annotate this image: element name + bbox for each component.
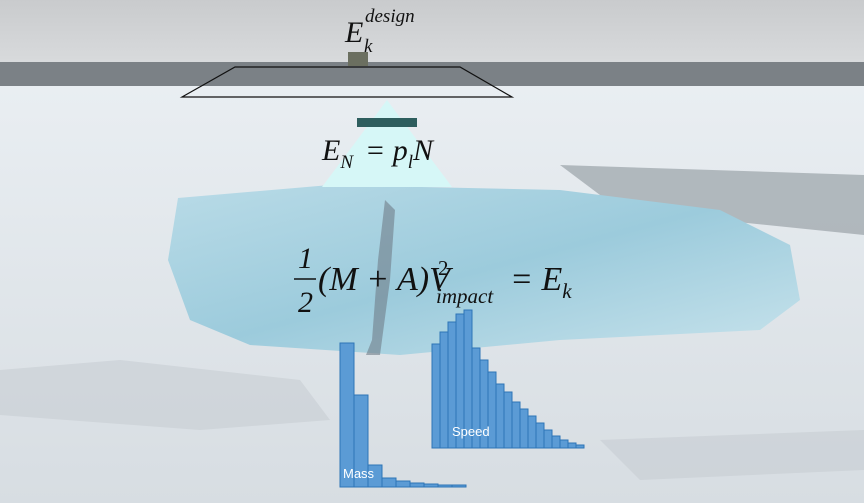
symbol: N xyxy=(412,134,435,167)
subscript: N xyxy=(339,152,354,173)
body: (M + A)V xyxy=(318,261,454,298)
histogram-bar xyxy=(432,344,440,448)
histogram-bar xyxy=(520,409,528,448)
histogram-bar xyxy=(452,485,466,487)
superscript: design xyxy=(365,6,415,27)
histogram-bar xyxy=(424,484,438,487)
histogram-bar xyxy=(396,481,410,487)
symbol: E xyxy=(344,16,363,49)
arrow-head xyxy=(357,118,417,127)
denominator: 2 xyxy=(298,286,313,319)
histogram-bar xyxy=(552,436,560,448)
histogram-bar xyxy=(528,416,536,448)
histogram-bar xyxy=(544,430,552,448)
scene: Edesignk EN= plN 1 2 (M + A)V2impact= Ek… xyxy=(0,0,864,503)
symbol: E xyxy=(321,134,340,167)
subscript: k xyxy=(562,279,572,303)
histogram-bar xyxy=(576,445,584,448)
histogram-bar xyxy=(382,478,396,487)
histogram-bar xyxy=(438,485,452,487)
sky xyxy=(0,0,864,70)
histogram-bar xyxy=(440,332,448,448)
symbol: = E xyxy=(510,261,562,298)
numerator: 1 xyxy=(298,242,313,275)
symbol: = p xyxy=(365,134,408,167)
histogram-bar xyxy=(410,483,424,487)
histogram-bar xyxy=(536,423,544,448)
iceberg xyxy=(168,185,800,355)
histogram-bar xyxy=(568,443,576,448)
histogram-bar xyxy=(560,440,568,448)
histogram-label: Speed xyxy=(452,424,490,439)
subscript: k xyxy=(364,36,373,57)
subscript: impact xyxy=(436,284,494,308)
horizon-water xyxy=(0,62,864,90)
superscript: 2 xyxy=(438,256,449,280)
histogram-bar xyxy=(504,392,512,448)
histogram-bar xyxy=(512,402,520,448)
histogram-bar xyxy=(496,384,504,448)
histogram-label: Mass xyxy=(343,466,375,481)
